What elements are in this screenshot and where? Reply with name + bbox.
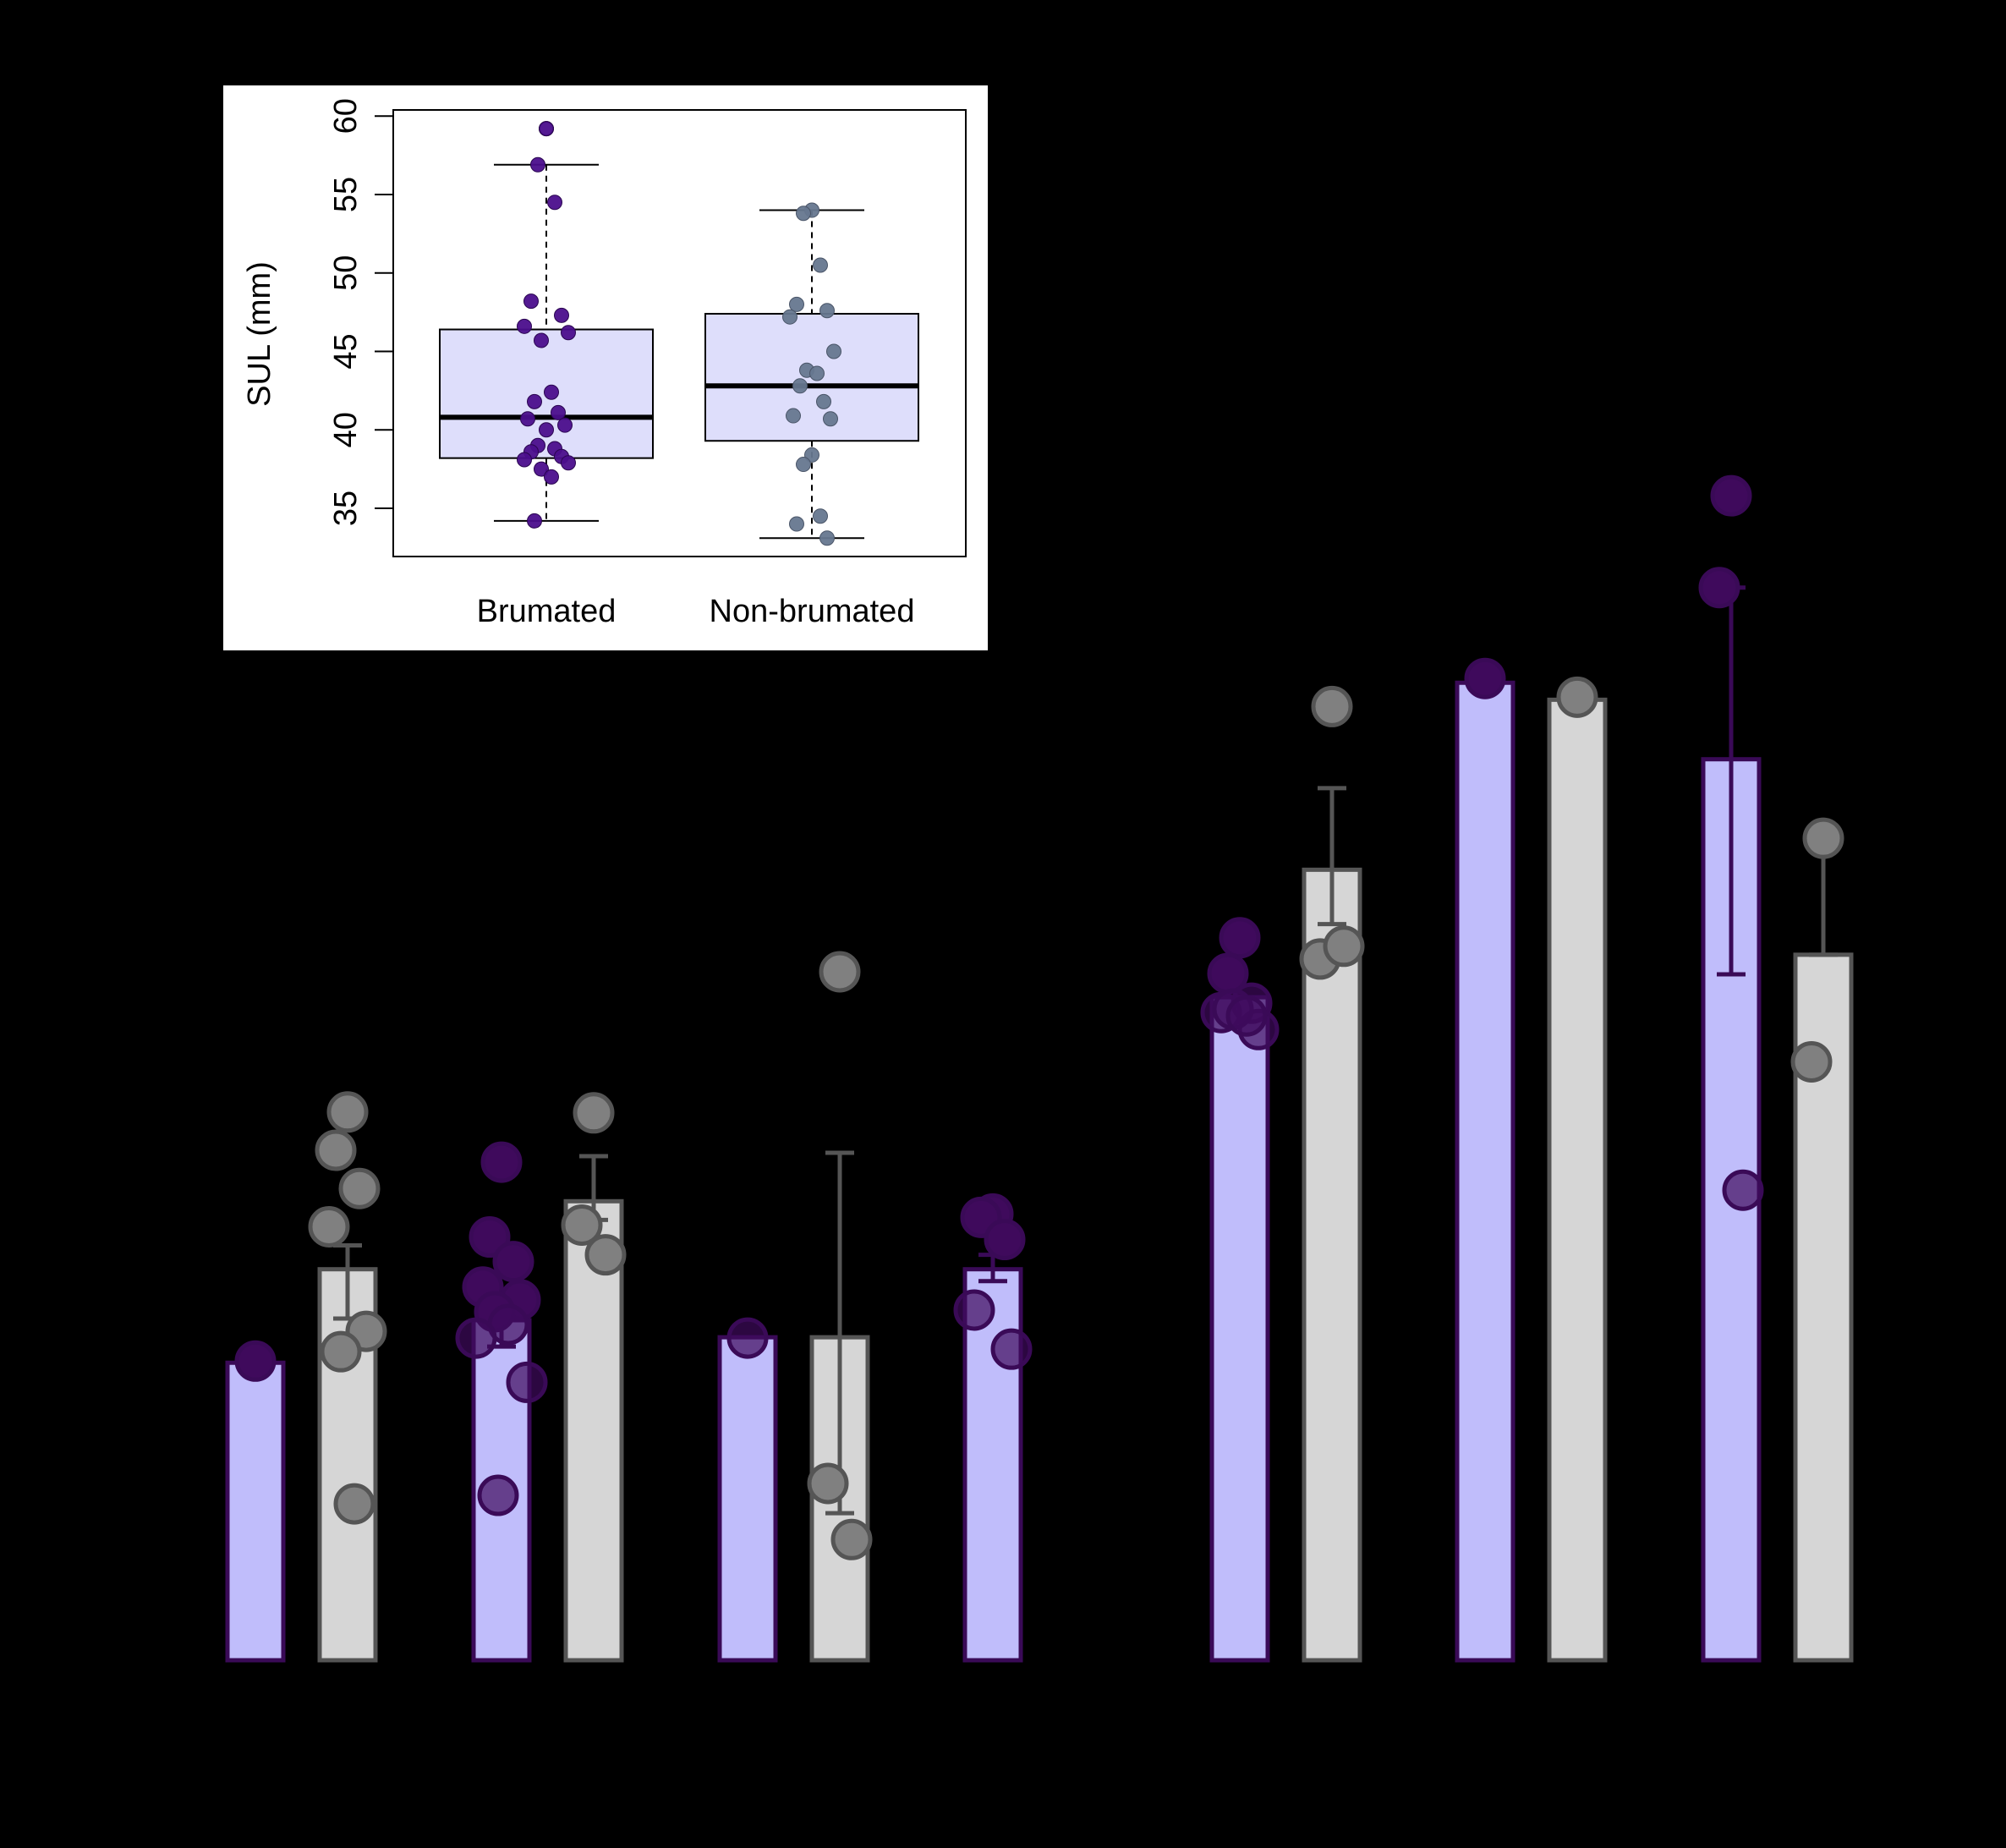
data-point-brumated-1	[234, 1340, 277, 1382]
data-point-brumated-7	[1722, 1169, 1764, 1211]
point-brumated	[517, 318, 532, 334]
point-non-brumated	[813, 508, 828, 524]
data-point-nonbrumated-2	[561, 1204, 603, 1246]
point-non-brumated	[823, 411, 838, 427]
point-non-brumated	[819, 303, 835, 319]
y-tick-label: 35	[328, 491, 364, 526]
bar-brumated-6	[1455, 680, 1515, 1663]
data-point-nonbrumated-1	[308, 1205, 350, 1248]
point-brumated	[539, 121, 554, 137]
data-point-nonbrumated-2	[584, 1234, 627, 1276]
data-point-nonbrumated-1	[326, 1091, 369, 1133]
y-tick-label: 50	[328, 255, 364, 291]
y-tick-label: 60	[328, 98, 364, 134]
data-point-brumated-2	[480, 1141, 523, 1183]
data-point-brumated-2	[455, 1317, 497, 1359]
point-non-brumated	[809, 365, 825, 381]
point-non-brumated	[796, 206, 811, 222]
data-point-brumated-2	[469, 1216, 511, 1259]
bar-nonbrumated-6	[1547, 697, 1608, 1663]
point-non-brumated	[782, 309, 797, 325]
point-non-brumated	[813, 257, 828, 273]
point-non-brumated	[816, 393, 831, 409]
data-point-brumated-5	[1219, 917, 1261, 959]
point-brumated	[534, 332, 549, 348]
bar-brumated-5	[1209, 995, 1270, 1663]
point-brumated	[523, 293, 539, 310]
inset-boxplot-panel: SUL (mm) Brumated Non-brumated 35 40 45 50 5…	[223, 85, 988, 650]
data-point-nonbrumated-5	[1311, 685, 1353, 727]
point-non-brumated	[786, 408, 801, 424]
point-brumated	[561, 325, 576, 341]
boxplot-marks	[439, 121, 919, 546]
category-label-brumated: Brumated	[477, 594, 617, 629]
data-point-nonbrumated-7	[1802, 817, 1844, 859]
data-point-brumated-5	[1225, 995, 1268, 1037]
data-point-brumated-3	[726, 1317, 769, 1359]
point-brumated	[530, 156, 545, 173]
data-point-nonbrumated-1	[333, 1483, 375, 1525]
point-brumated	[517, 452, 532, 468]
data-point-brumated-7	[1710, 474, 1752, 517]
data-point-brumated-4	[984, 1219, 1026, 1261]
point-brumated	[534, 461, 549, 477]
data-point-brumated-7	[1698, 567, 1740, 609]
data-point-brumated-4	[953, 1289, 995, 1331]
point-brumated	[554, 307, 569, 323]
point-non-brumated	[796, 457, 811, 473]
data-point-nonbrumated-2	[573, 1092, 615, 1134]
data-point-brumated-4	[990, 1328, 1033, 1370]
data-point-brumated-2	[477, 1474, 519, 1516]
y-tick-label: 45	[328, 333, 364, 369]
y-tick-label: 40	[328, 412, 364, 447]
data-point-nonbrumated-7	[1790, 1040, 1833, 1083]
data-point-brumated-2	[492, 1241, 534, 1283]
point-non-brumated	[792, 378, 808, 394]
point-brumated	[557, 417, 573, 433]
category-label-non-brumated: Non-brumated	[710, 594, 915, 629]
point-non-brumated	[826, 343, 841, 359]
data-point-brumated-2	[506, 1361, 548, 1403]
y-axis-title: SUL (mm)	[242, 261, 277, 407]
point-brumated	[561, 455, 576, 471]
point-brumated	[544, 384, 559, 400]
data-point-nonbrumated-1	[315, 1129, 357, 1171]
point-non-brumated	[789, 516, 804, 532]
bar-brumated-1	[225, 1360, 286, 1663]
data-point-nonbrumated-3	[807, 1462, 849, 1505]
data-point-nonbrumated-6	[1556, 676, 1598, 718]
point-brumated	[527, 393, 542, 409]
point-brumated	[520, 411, 535, 427]
y-tick-label: 55	[328, 177, 364, 212]
inset-boxplot: SUL (mm) Brumated Non-brumated 35 40 45 50 5…	[242, 98, 967, 629]
data-point-nonbrumated-3	[830, 1518, 873, 1560]
bar-nonbrumated-5	[1302, 867, 1362, 1663]
point-non-brumated	[789, 296, 804, 312]
point-brumated	[547, 195, 562, 211]
y-axis: 35 40 45 50 55 60	[328, 98, 394, 526]
data-point-nonbrumated-5	[1323, 925, 1365, 968]
point-brumated	[527, 513, 542, 529]
point-brumated	[551, 404, 566, 420]
point-brumated	[539, 422, 554, 438]
point-brumated	[544, 469, 559, 485]
data-point-nonbrumated-1	[320, 1330, 362, 1373]
bar-brumated-3	[717, 1335, 778, 1663]
data-point-brumated-6	[1464, 657, 1506, 699]
point-non-brumated	[819, 530, 835, 546]
data-point-nonbrumated-3	[819, 951, 861, 993]
data-point-nonbrumated-1	[338, 1167, 381, 1209]
